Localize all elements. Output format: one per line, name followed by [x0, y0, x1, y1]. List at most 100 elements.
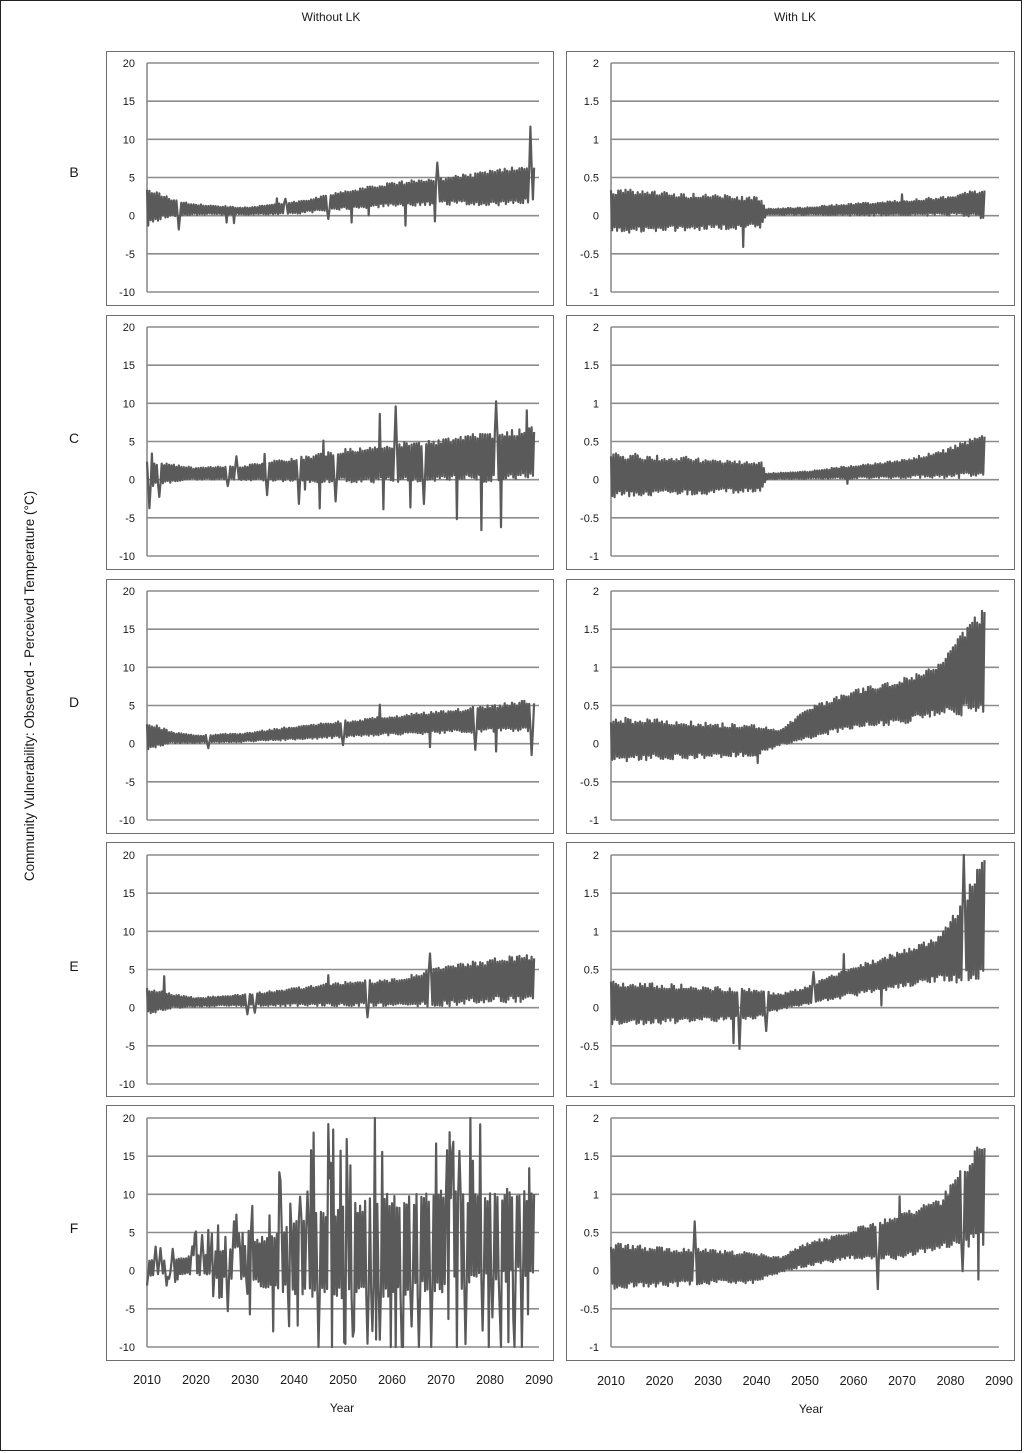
- x-tick-label: 2040: [743, 1374, 771, 1388]
- y-tick-label: 0: [593, 1266, 599, 1278]
- y-tick-label: -0.5: [580, 1304, 599, 1316]
- y-tick-label: -5: [125, 513, 135, 525]
- y-tick-label: -0.5: [580, 513, 599, 525]
- y-tick-label: -0.5: [580, 249, 599, 261]
- y-tick-label: -5: [125, 249, 135, 261]
- y-tick-label: 15: [123, 1151, 135, 1163]
- x-tick-label: 2080: [937, 1374, 965, 1388]
- y-tick-label: -5: [125, 777, 135, 789]
- x-tick-label: 2030: [231, 1373, 259, 1387]
- y-tick-label: 2: [593, 850, 599, 862]
- series-line-b-with-lk: [609, 188, 986, 249]
- y-tick-label: -10: [119, 1079, 135, 1091]
- x-tick-label: 2090: [985, 1374, 1013, 1388]
- x-tick-label: 2020: [182, 1373, 210, 1387]
- y-tick-label: 0.5: [584, 437, 599, 449]
- y-tick-label: 5: [129, 173, 135, 185]
- x-axis-label-left: Year: [330, 1401, 354, 1415]
- series-line-b-without-lk: [145, 125, 536, 231]
- x-tick-label: 2060: [378, 1373, 406, 1387]
- x-tick-label: 2030: [694, 1374, 722, 1388]
- series-line-c-without-lk: [145, 400, 536, 532]
- series-line-d-with-lk: [609, 609, 986, 765]
- panel-frame: [566, 51, 1015, 306]
- y-tick-label: -10: [119, 815, 135, 827]
- y-tick-label: 10: [123, 926, 135, 938]
- y-axis-label: Community Vulnerability: Observed - Perc…: [22, 491, 37, 881]
- row-label-c: C: [69, 430, 79, 446]
- panel-frame: [566, 315, 1015, 570]
- panel-f-with-lk: 2 1.5 1 0.5 0 -0.5 -1: [566, 1105, 1015, 1361]
- series-line-e-without-lk: [145, 952, 536, 1019]
- x-tick-label: 2040: [280, 1373, 308, 1387]
- y-tick-label: 0: [129, 1266, 135, 1278]
- x-tick-label: 2010: [133, 1373, 161, 1387]
- y-tick-label: 0.5: [584, 173, 599, 185]
- y-tick-label: 1.5: [584, 888, 599, 900]
- y-tick-label: 1: [593, 926, 599, 938]
- y-tick-label: -10: [119, 287, 135, 299]
- x-tick-label: 2020: [646, 1374, 674, 1388]
- series-line-f-without-lk: [145, 1116, 536, 1349]
- row-label-d: D: [69, 694, 79, 710]
- y-tick-label: 1.5: [584, 96, 599, 108]
- y-tick-label: 20: [123, 586, 135, 598]
- series-line-f-with-lk: [609, 1146, 986, 1291]
- x-tick-label: 2010: [597, 1374, 625, 1388]
- panel-b-with-lk: 2 1.5 1 0.5 0 -0.5 -1: [566, 51, 1015, 306]
- row-label-f: F: [70, 1220, 79, 1236]
- y-tick-label: 2: [593, 322, 599, 334]
- y-tick-label: 1.5: [584, 1151, 599, 1163]
- y-tick-label: -10: [119, 1342, 135, 1354]
- y-tick-label: -5: [125, 1304, 135, 1316]
- y-tick-label: 15: [123, 888, 135, 900]
- y-tick-label: 1.5: [584, 624, 599, 636]
- panel-c-with-lk: 2 1.5 1 0.5 0 -0.5 -1: [566, 315, 1015, 570]
- panel-c-without-lk: 20 15 10 5 0 -5 -10: [106, 315, 554, 570]
- y-tick-label: 0: [593, 739, 599, 751]
- series-line-d-without-lk: [145, 699, 536, 757]
- y-tick-label: 15: [123, 360, 135, 372]
- panel-b-without-lk: 20 15 10 5 0 -5 -10: [106, 51, 554, 306]
- y-tick-label: 5: [129, 701, 135, 713]
- panel-d-without-lk: 20 15 10 5 0 -5 -10: [106, 579, 554, 834]
- y-tick-label: -1: [589, 1342, 599, 1354]
- y-tick-label: 10: [123, 398, 135, 410]
- y-tick-label: 0: [129, 211, 135, 223]
- y-tick-label: 1: [593, 662, 599, 674]
- y-tick-label: -0.5: [580, 777, 599, 789]
- row-label-e: E: [69, 958, 78, 974]
- y-tick-label: 5: [129, 965, 135, 977]
- panel-f-without-lk: 20 15 10 5 0 -5 -10: [106, 1105, 554, 1361]
- column-title-without-lk: Without LK: [302, 10, 361, 24]
- y-tick-label: 0.5: [584, 1228, 599, 1240]
- y-tick-label: 0: [129, 739, 135, 751]
- y-tick-label: -0.5: [580, 1041, 599, 1053]
- x-tick-label: 2050: [791, 1374, 819, 1388]
- y-tick-label: -5: [125, 1041, 135, 1053]
- y-tick-label: 20: [123, 58, 135, 70]
- y-tick-label: 10: [123, 662, 135, 674]
- y-tick-label: 0: [129, 475, 135, 487]
- y-tick-label: -10: [119, 551, 135, 563]
- y-tick-label: 10: [123, 1189, 135, 1201]
- x-tick-label: 2080: [476, 1373, 504, 1387]
- panel-d-with-lk: 2 1.5 1 0.5 0 -0.5 -1: [566, 579, 1015, 834]
- x-axis-label-right: Year: [799, 1402, 823, 1416]
- y-tick-label: 20: [123, 850, 135, 862]
- y-tick-label: -1: [589, 551, 599, 563]
- series-line-c-with-lk: [609, 435, 986, 499]
- x-tick-label: 2060: [840, 1374, 868, 1388]
- y-tick-label: 2: [593, 58, 599, 70]
- y-tick-label: -1: [589, 287, 599, 299]
- series-line-e-with-lk: [609, 853, 986, 1050]
- y-tick-label: 2: [593, 1113, 599, 1125]
- x-tick-label: 2070: [427, 1373, 455, 1387]
- y-tick-label: 15: [123, 96, 135, 108]
- y-tick-label: 0: [593, 1003, 599, 1015]
- column-title-with-lk: With LK: [774, 10, 816, 24]
- y-tick-label: 20: [123, 1113, 135, 1125]
- y-tick-label: 1: [593, 134, 599, 146]
